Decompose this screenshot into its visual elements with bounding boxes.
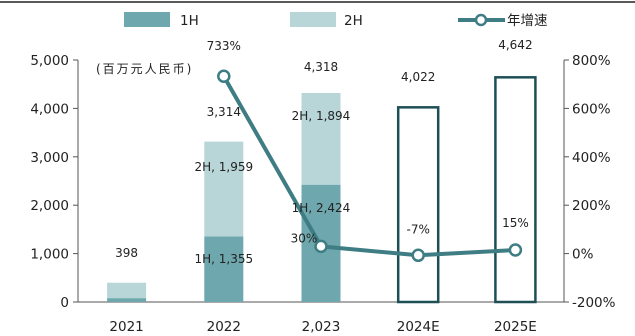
- right-axis-tick-label: 400%: [572, 150, 611, 166]
- left-axis-tick-label: 1,000: [30, 247, 69, 263]
- legend-label-2h: 2H: [344, 13, 363, 29]
- bar-total-label: 398: [115, 246, 138, 260]
- x-axis-tick-label: 2025E: [494, 319, 537, 335]
- right-axis-tick-label: 600%: [572, 101, 611, 117]
- growth-marker: [508, 243, 523, 257]
- left-axis-tick-label: 2,000: [30, 198, 69, 214]
- bar-total-label: 3,314: [207, 105, 241, 119]
- right-axis-tick-label: -200%: [572, 295, 616, 311]
- legend: 1H 2H 年增速: [124, 12, 548, 29]
- growth-marker: [217, 69, 231, 83]
- left-axis-tick-label: 3,000: [30, 150, 69, 166]
- growth-line: [222, 75, 516, 258]
- growth-rate-label: 733%: [207, 39, 241, 53]
- growth-rate-label: -7%: [407, 222, 430, 236]
- growth-rate-label: 30%: [291, 231, 318, 245]
- bar-2h: [301, 93, 341, 185]
- left-axis-tick-label: 4,000: [30, 101, 69, 117]
- growth-marker: [411, 248, 425, 263]
- bar-forecast-total: [396, 106, 440, 304]
- legend-label-1h: 1H: [180, 13, 199, 29]
- bar-1h: [204, 236, 244, 302]
- right-axis-tick-label: 0%: [572, 247, 594, 263]
- x-axis-tick-label: 2021: [109, 319, 143, 335]
- bar-total-label: 4,022: [401, 70, 435, 84]
- bar-1h: [107, 298, 147, 302]
- x-axis-tick-label: 2024E: [397, 319, 440, 335]
- right-axis-tick-label: 200%: [572, 198, 611, 214]
- legend-marker-growth: [474, 13, 488, 27]
- bar-total-label: 4,318: [304, 60, 338, 74]
- growth-marker: [314, 239, 328, 254]
- legend-swatch-2h: [290, 12, 336, 27]
- bar-2h: [107, 282, 147, 299]
- legend-label-growth: 年增速: [507, 13, 548, 29]
- bar-2h-label: 2H, 1,959: [194, 160, 253, 174]
- x-axis-tick-label: 2022: [207, 319, 241, 335]
- bar-2h: [204, 141, 244, 237]
- legend-swatch-1h: [124, 12, 170, 27]
- bar-1h-label: 1H, 2,424: [292, 201, 351, 215]
- bar-forecast-total: [494, 76, 537, 304]
- bar-1h-label: 1H, 1,355: [194, 252, 253, 266]
- right-axis-tick-label: 800%: [572, 53, 611, 69]
- x-axis-tick-label: 2,023: [302, 319, 341, 335]
- left-axis-tick-label: 0: [60, 295, 69, 311]
- unit-label: (百万元人民币): [96, 62, 193, 76]
- left-axis-tick-label: 5,000: [30, 53, 69, 69]
- bar-total-label: 4,642: [498, 38, 532, 52]
- bar-2h-label: 2H, 1,894: [292, 109, 351, 123]
- growth-rate-label: 15%: [502, 216, 529, 230]
